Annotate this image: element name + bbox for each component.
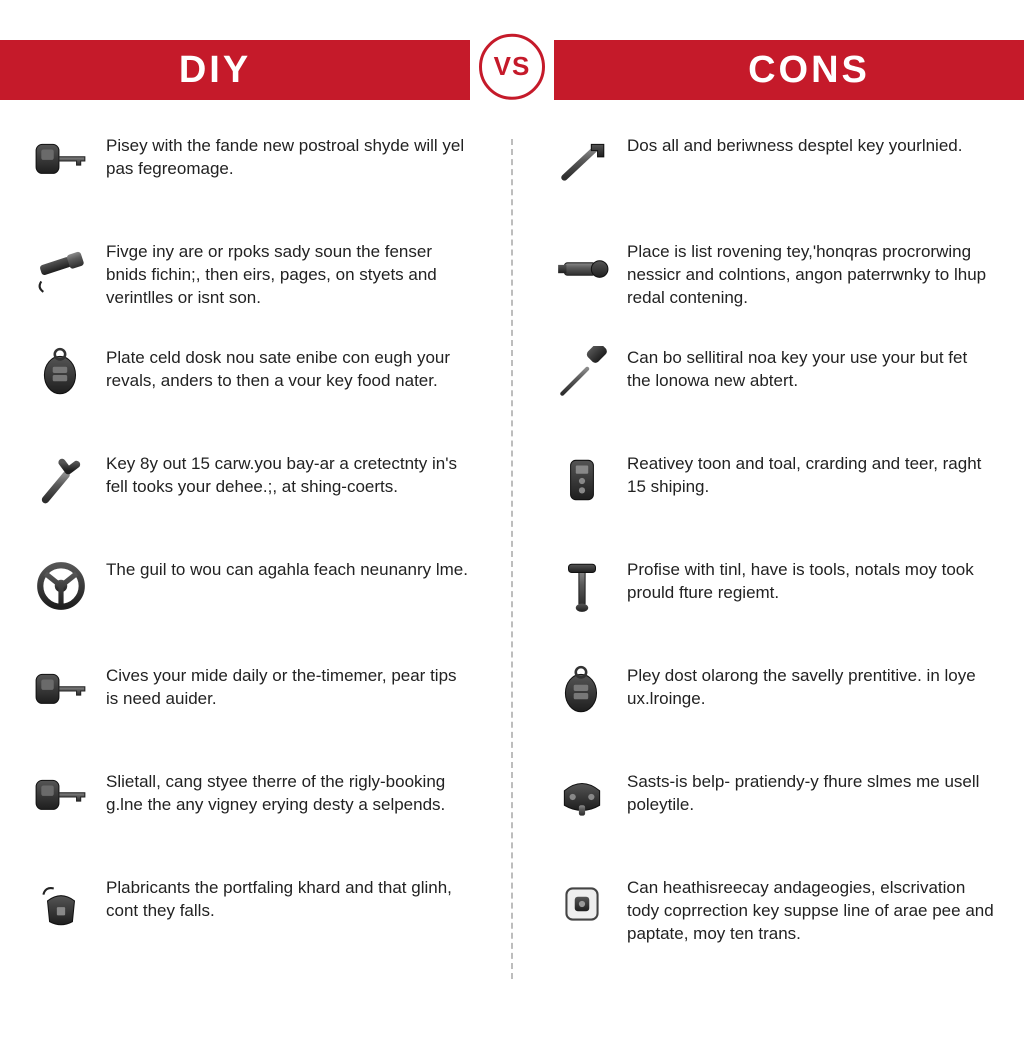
list-item: Place is list rovening tey,'honqras proc… — [551, 237, 994, 323]
list-item: Plate celd dosk nou sate enibe con eugh … — [30, 343, 473, 429]
right-column: Dos all and beriwness desptel key yourln… — [513, 131, 1024, 979]
list-item: Can bo sellitiral noa key your use your … — [551, 343, 994, 429]
pouch-icon — [30, 873, 92, 935]
header-left-title: DIY — [179, 49, 251, 92]
list-item: Pley dost olarong the savelly prentitive… — [551, 661, 994, 747]
item-text: Place is list rovening tey,'honqras proc… — [613, 237, 994, 310]
header-right: CONS — [554, 40, 1024, 100]
item-text: Key 8y out 15 carw.you bay-ar a cretectn… — [92, 449, 473, 499]
steering-icon — [30, 555, 92, 617]
screwdriver-icon — [551, 343, 613, 405]
item-text: Pley dost olarong the savelly prentitive… — [613, 661, 994, 711]
item-text: Dos all and beriwness desptel key yourln… — [613, 131, 962, 158]
item-text: Plabricants the portfaling khard and tha… — [92, 873, 473, 923]
list-item: Plabricants the portfaling khard and tha… — [30, 873, 473, 959]
item-text: Pisey with the fande new postroal shyde … — [92, 131, 473, 181]
car-key-icon — [30, 767, 92, 829]
list-item: Dos all and beriwness desptel key yourln… — [551, 131, 994, 217]
list-item: Key 8y out 15 carw.you bay-ar a cretectn… — [30, 449, 473, 535]
item-text: The guil to wou can agahla feach neunanr… — [92, 555, 468, 582]
item-text: Sasts-is belp- pratiendy-y fhure slmes m… — [613, 767, 994, 817]
list-item: Fivge iny are or rpoks sady soun the fen… — [30, 237, 473, 323]
key-fob-icon — [551, 661, 613, 723]
header-banner: DIY CONS VS — [0, 28, 1024, 113]
vs-label: VS — [494, 51, 531, 82]
list-item: The guil to wou can agahla feach neunanr… — [30, 555, 473, 641]
yoke-icon — [551, 767, 613, 829]
key-fob-icon — [30, 343, 92, 405]
item-text: Can heathisreecay andageogies, elscrivat… — [613, 873, 994, 946]
header-right-title: CONS — [748, 49, 870, 92]
list-item: Pisey with the fande new postroal shyde … — [30, 131, 473, 217]
list-item: Sasts-is belp- pratiendy-y fhure slmes m… — [551, 767, 994, 853]
car-key-icon — [30, 661, 92, 723]
item-text: Cives your mide daily or the-timemer, pe… — [92, 661, 473, 711]
bolt-tube-icon — [551, 237, 613, 299]
chip-icon — [551, 873, 613, 935]
header-left: DIY — [0, 40, 470, 100]
item-text: Fivge iny are or rpoks sady soun the fen… — [92, 237, 473, 310]
item-text: Can bo sellitiral noa key your use your … — [613, 343, 994, 393]
item-text: Slietall, cang styee therre of the rigly… — [92, 767, 473, 817]
list-item: Reativey toon and toal, crarding and tee… — [551, 449, 994, 535]
flashlight-icon — [30, 237, 92, 299]
wrench-y-icon — [30, 449, 92, 511]
list-item: Cives your mide daily or the-timemer, pe… — [30, 661, 473, 747]
item-text: Profise with tinl, have is tools, notals… — [613, 555, 994, 605]
car-key-icon — [30, 131, 92, 193]
remote-icon — [551, 449, 613, 511]
vs-ring: VS — [479, 33, 545, 99]
item-text: Reativey toon and toal, crarding and tee… — [613, 449, 994, 499]
left-column: Pisey with the fande new postroal shyde … — [0, 131, 511, 979]
vs-badge: VS — [470, 24, 554, 108]
bottle-opener-icon — [551, 131, 613, 193]
list-item: Can heathisreecay andageogies, elscrivat… — [551, 873, 994, 959]
t-handle-icon — [551, 555, 613, 617]
list-item: Profise with tinl, have is tools, notals… — [551, 555, 994, 641]
list-item: Slietall, cang styee therre of the rigly… — [30, 767, 473, 853]
content: Pisey with the fande new postroal shyde … — [0, 113, 1024, 987]
item-text: Plate celd dosk nou sate enibe con eugh … — [92, 343, 473, 393]
